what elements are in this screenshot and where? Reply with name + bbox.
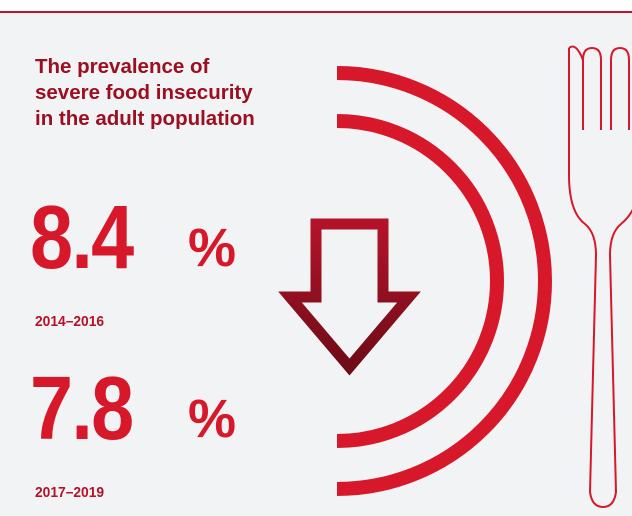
headline: The prevalence of severe food insecurity… xyxy=(35,54,255,132)
stat-earlier-period: 2014–2016 xyxy=(35,313,105,330)
plate-arcs-icon xyxy=(336,66,552,496)
headline-line-1: The prevalence of xyxy=(35,55,210,78)
stat-later-period: 2017–2019 xyxy=(35,484,105,501)
inner-arc xyxy=(336,114,504,448)
stat-earlier-value: 8.4 xyxy=(30,188,134,288)
stat-earlier-unit: % xyxy=(188,218,237,278)
top-rule xyxy=(0,0,632,13)
stat-later: 7.8% xyxy=(30,359,236,459)
outer-arc xyxy=(336,66,552,496)
headline-line-2: severe food insecurity xyxy=(35,81,253,104)
down-arrow-icon xyxy=(278,218,421,376)
stat-later-value: 7.8 xyxy=(30,359,134,459)
stat-earlier: 8.4% xyxy=(30,188,236,288)
fork-icon xyxy=(568,45,632,509)
stat-later-unit: % xyxy=(188,389,237,449)
headline-line-3: in the adult population xyxy=(35,107,255,130)
